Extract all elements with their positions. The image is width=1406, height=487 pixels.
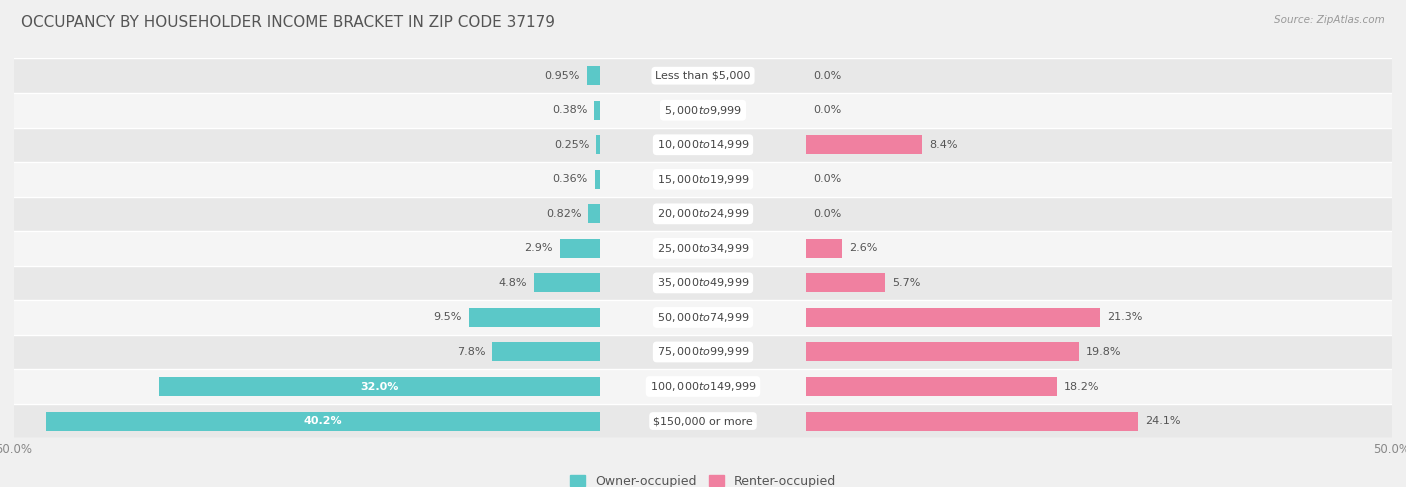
Bar [586, 66, 599, 85]
Bar [533, 273, 599, 292]
Text: 0.25%: 0.25% [554, 140, 589, 150]
Bar [588, 205, 599, 224]
Text: Less than $5,000: Less than $5,000 [655, 71, 751, 81]
Bar [14, 162, 1392, 197]
Bar [14, 197, 1392, 231]
Text: 0.36%: 0.36% [553, 174, 588, 184]
Bar [560, 239, 599, 258]
Bar [596, 135, 599, 154]
Bar [14, 369, 1392, 404]
Bar [468, 308, 599, 327]
Text: 4.8%: 4.8% [498, 278, 527, 288]
Bar [807, 239, 842, 258]
Text: 0.0%: 0.0% [813, 105, 841, 115]
Text: 0.95%: 0.95% [544, 71, 579, 81]
Bar [159, 377, 599, 396]
Bar [807, 273, 884, 292]
Text: 40.2%: 40.2% [304, 416, 342, 426]
Text: $5,000 to $9,999: $5,000 to $9,999 [664, 104, 742, 117]
Text: 2.9%: 2.9% [524, 244, 553, 253]
Text: $20,000 to $24,999: $20,000 to $24,999 [657, 207, 749, 220]
Bar [595, 170, 599, 189]
Text: $35,000 to $49,999: $35,000 to $49,999 [657, 277, 749, 289]
Bar [14, 128, 1392, 162]
Text: 2.6%: 2.6% [849, 244, 877, 253]
Text: 21.3%: 21.3% [1107, 313, 1142, 322]
Text: 18.2%: 18.2% [1064, 381, 1099, 392]
Bar [807, 308, 1099, 327]
Text: $150,000 or more: $150,000 or more [654, 416, 752, 426]
Text: $10,000 to $14,999: $10,000 to $14,999 [657, 138, 749, 151]
Bar [14, 265, 1392, 300]
Text: $25,000 to $34,999: $25,000 to $34,999 [657, 242, 749, 255]
Bar [14, 335, 1392, 369]
Text: 7.8%: 7.8% [457, 347, 485, 357]
Text: $50,000 to $74,999: $50,000 to $74,999 [657, 311, 749, 324]
Text: $100,000 to $149,999: $100,000 to $149,999 [650, 380, 756, 393]
Text: Source: ZipAtlas.com: Source: ZipAtlas.com [1274, 15, 1385, 25]
Text: 0.0%: 0.0% [813, 71, 841, 81]
Text: OCCUPANCY BY HOUSEHOLDER INCOME BRACKET IN ZIP CODE 37179: OCCUPANCY BY HOUSEHOLDER INCOME BRACKET … [21, 15, 555, 30]
Bar [807, 412, 1139, 431]
Bar [807, 135, 922, 154]
Text: 32.0%: 32.0% [360, 381, 398, 392]
Bar [807, 377, 1057, 396]
Text: 8.4%: 8.4% [929, 140, 957, 150]
Text: 9.5%: 9.5% [433, 313, 461, 322]
Bar [14, 58, 1392, 93]
Text: 0.38%: 0.38% [553, 105, 588, 115]
Text: $75,000 to $99,999: $75,000 to $99,999 [657, 345, 749, 358]
Bar [46, 412, 599, 431]
Text: 0.0%: 0.0% [813, 174, 841, 184]
Text: 5.7%: 5.7% [891, 278, 920, 288]
Bar [14, 300, 1392, 335]
Bar [595, 101, 599, 120]
Text: 19.8%: 19.8% [1085, 347, 1122, 357]
Bar [14, 404, 1392, 438]
Text: 24.1%: 24.1% [1146, 416, 1181, 426]
Bar [14, 93, 1392, 128]
Legend: Owner-occupied, Renter-occupied: Owner-occupied, Renter-occupied [565, 470, 841, 487]
Text: 0.82%: 0.82% [546, 209, 582, 219]
Text: $15,000 to $19,999: $15,000 to $19,999 [657, 173, 749, 186]
Bar [807, 342, 1080, 361]
Bar [14, 231, 1392, 265]
Bar [492, 342, 599, 361]
Text: 0.0%: 0.0% [813, 209, 841, 219]
